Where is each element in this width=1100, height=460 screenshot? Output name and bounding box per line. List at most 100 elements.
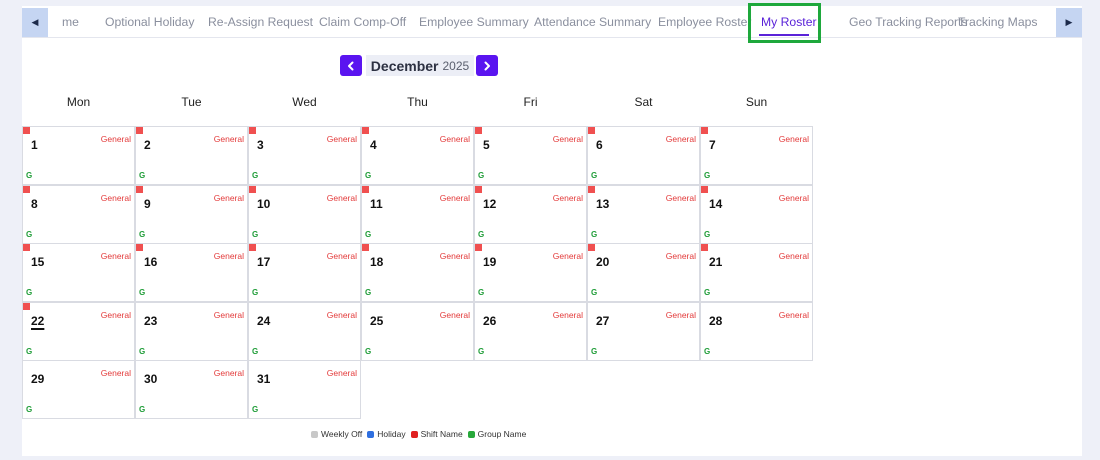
scroll-right-button[interactable]: ▶ [1056,8,1082,37]
tab-my-roster[interactable]: My Roster [761,15,817,29]
calendar-day-cell[interactable]: 29 General G [22,360,135,420]
day-number: 26 [483,313,497,328]
calendar-day-cell[interactable]: 7 General G [700,126,813,185]
calendar-day-cell[interactable]: 13 General G [587,184,700,244]
shift-name: General [100,192,131,203]
day-number: 11 [370,196,383,211]
calendar-day-cell[interactable]: 26 General G [474,301,587,361]
chevron-left-icon [348,61,354,70]
group-name: G [252,405,259,415]
calendar-day-cell[interactable]: 8 General G [22,184,135,244]
shift-name: General [100,368,131,379]
day-number: 18 [370,255,384,270]
shift-name: General [326,251,357,262]
day-number: 12 [483,196,497,211]
calendar-day-cell[interactable]: 30 General G [135,360,248,420]
group-name: G [704,346,711,356]
triangle-right-icon: ▶ [1065,17,1073,27]
calendar-day-cell[interactable]: 11 General G [361,184,474,244]
month-name: December [370,57,439,74]
calendar-day-cell[interactable]: 6 General G [587,126,700,185]
active-tab-underline [759,34,809,36]
calendar-day-cell[interactable]: 20 General G [587,243,700,303]
calendar-day-cell[interactable]: 27 General G [587,301,700,361]
calendar-day-cell[interactable]: 16 General G [135,243,248,303]
calendar-day-cell[interactable]: 21 General G [700,243,813,303]
calendar-day-cell[interactable]: 3 General G [248,126,361,185]
calendar-day-cell[interactable]: 4 General G [361,126,474,185]
group-name: G [252,229,259,239]
calendar-day-cell[interactable]: 28 General G [700,301,813,361]
tab-partial[interactable]: me [62,15,79,29]
tab-employee-roster[interactable]: Employee Roster [658,15,752,29]
shift-name: General [778,251,809,262]
group-name: G [139,405,146,415]
group-name: G [478,229,485,239]
shift-marker [362,244,369,252]
day-number: 3 [257,138,264,152]
calendar-day-cell[interactable]: 12 General G [474,184,587,244]
calendar-day-cell[interactable]: 31 General G [248,360,361,420]
calendar-day-cell[interactable]: 9 General G [135,184,248,244]
day-number: 7 [709,138,716,152]
shift-marker [588,127,595,134]
group-name: G [591,171,598,180]
legend-item: Weekly Off [311,429,362,439]
day-number: 16 [144,255,158,270]
shift-marker [136,127,143,134]
calendar-day-cell[interactable]: 24 General G [248,301,361,361]
shift-marker [249,244,256,252]
next-month-button[interactable] [476,55,498,76]
weekday-tue: Tue [181,95,202,109]
group-name: G [591,346,598,356]
group-name: G [26,288,33,298]
shift-marker [362,185,369,193]
calendar-day-cell[interactable]: 18 General G [361,243,474,303]
weekday-fri: Fri [523,95,538,109]
group-name: G [139,171,146,180]
legend-label: Group Name [477,429,527,439]
calendar-day-cell[interactable]: 2 General G [135,126,248,185]
day-number: 21 [709,255,723,270]
tab-optional-holiday[interactable]: Optional Holiday [105,15,195,29]
calendar-day-cell[interactable]: 19 General G [474,243,587,303]
shift-marker [23,244,30,252]
day-number: 28 [709,313,723,328]
tab-tracking-maps[interactable]: Tracking Maps [958,15,1038,29]
tab-attendance-summary[interactable]: Attendance Summary [534,15,652,29]
calendar-day-cell[interactable]: 23 General G [135,301,248,361]
tab-geo-tracking-reports[interactable]: Geo Tracking Reports [849,15,968,29]
legend: Weekly Off Holiday Shift Name Group Name [311,429,531,439]
tab-employee-summary[interactable]: Employee Summary [419,15,529,29]
shift-marker [23,302,30,310]
tab-claim-comp-off[interactable]: Claim Comp-Off [319,15,407,29]
shift-marker [136,185,143,193]
day-number: 19 [483,255,497,270]
calendar-day-cell[interactable]: 17 General G [248,243,361,303]
calendar-day-cell[interactable]: 1 General G [22,126,135,185]
calendar-day-cell[interactable]: 14 General G [700,184,813,244]
calendar-day-cell[interactable]: 15 General G [22,243,135,303]
shift-name: General [326,368,357,379]
scroll-left-button[interactable]: ◀ [22,8,48,37]
shift-marker [701,185,708,193]
day-number: 23 [144,313,158,328]
day-number: 10 [257,196,271,211]
legend-label: Weekly Off [321,429,363,439]
weekday-wed: Wed [292,95,317,109]
calendar-day-cell[interactable]: 10 General G [248,184,361,244]
shift-name: General [439,134,470,144]
calendar-day-cell[interactable]: 22 General G [22,301,135,361]
calendar-day-cell[interactable]: 5 General G [474,126,587,185]
month-year-label: December 2025 [366,55,474,76]
shift-name: General [778,134,809,144]
day-number: 25 [370,313,384,328]
calendar-day-cell[interactable]: 25 General G [361,301,474,361]
shift-name: General [100,251,131,262]
group-name: G [365,288,372,298]
tab-re-assign-request[interactable]: Re-Assign Request [208,15,313,29]
day-number: 1 [31,138,38,152]
previous-month-button[interactable] [340,55,362,76]
shift-name: General [213,134,244,144]
